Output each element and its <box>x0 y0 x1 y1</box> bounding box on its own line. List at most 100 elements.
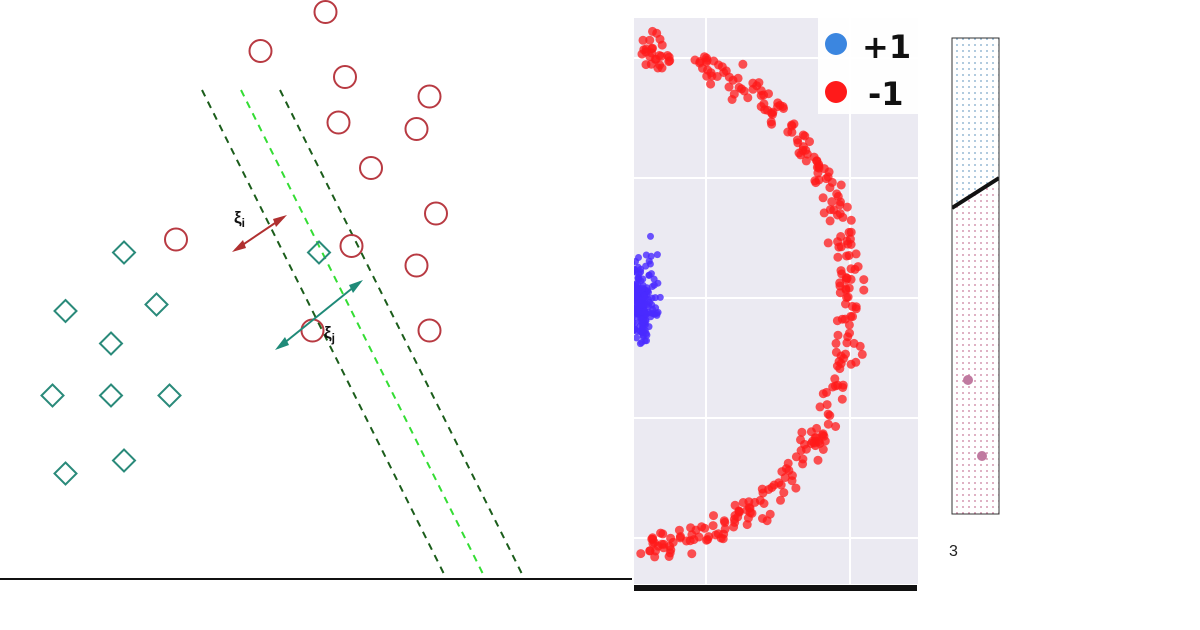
ring-point <box>844 283 854 293</box>
ring-point <box>836 351 846 361</box>
cluster-point <box>638 339 646 346</box>
ring-point <box>798 142 808 152</box>
diamond-point <box>306 240 332 265</box>
ring-point <box>779 488 789 498</box>
ring-point <box>823 419 833 429</box>
legend: +1 -1 <box>818 18 922 114</box>
ring-point <box>734 82 744 92</box>
diamond-point <box>157 383 182 408</box>
cluster-point <box>649 305 657 313</box>
ring-point <box>855 341 865 351</box>
cluster-point <box>650 275 658 283</box>
ring-point <box>767 119 777 129</box>
ring-point <box>787 127 797 137</box>
ring-point <box>791 452 801 462</box>
ring-point <box>827 197 837 207</box>
ring-point <box>818 445 828 454</box>
ring-point <box>833 330 843 340</box>
slack-arrow-i <box>232 215 287 252</box>
cluster-point <box>650 281 658 289</box>
ring-point <box>764 89 773 99</box>
data-points <box>40 0 448 486</box>
ring-point <box>744 497 754 507</box>
diamond-point <box>98 383 124 408</box>
cluster-point <box>642 262 650 270</box>
diamond-point <box>40 383 65 408</box>
ring-point <box>698 63 707 73</box>
slack-arrow-j-head-end <box>349 280 363 293</box>
panel3-frame <box>951 37 1000 515</box>
ring-point <box>844 320 854 330</box>
ring-point <box>645 35 655 45</box>
ring-point <box>818 193 828 203</box>
cluster-point <box>637 277 645 285</box>
ring-point <box>636 549 646 559</box>
ring-point <box>656 51 666 61</box>
ring-point <box>745 508 755 518</box>
cluster-point <box>634 307 639 315</box>
legend-label-minus1: -1 <box>868 75 904 113</box>
decision-region-panel: 3 <box>949 37 1000 560</box>
ring-point <box>832 189 842 199</box>
ring-point <box>700 523 710 533</box>
circle-point <box>424 201 448 226</box>
ring-point <box>812 423 822 433</box>
circle-point <box>164 227 188 252</box>
ring-point <box>700 52 709 62</box>
ring-point <box>801 156 811 166</box>
panel2-plot-area <box>634 18 918 584</box>
ring-point <box>641 60 651 70</box>
circle-point <box>339 234 364 258</box>
region-point-2 <box>977 451 987 461</box>
ring-point <box>664 57 674 67</box>
ring-point <box>846 215 856 225</box>
ring-point <box>774 478 784 488</box>
cluster-point <box>634 305 636 311</box>
ring-point <box>823 409 833 419</box>
ring-point <box>842 338 852 348</box>
diamond-point <box>144 292 169 317</box>
circle-point <box>248 39 273 63</box>
slack-arrow-j-head-start <box>275 337 289 350</box>
ring-point <box>787 121 797 131</box>
cluster-point <box>645 271 653 279</box>
ring-point <box>729 89 739 99</box>
ring-point <box>706 79 716 89</box>
circle-point <box>326 110 351 135</box>
circle-point <box>417 84 442 109</box>
ring-point <box>822 400 832 410</box>
ring-point <box>796 435 805 445</box>
region-point-1 <box>963 375 973 385</box>
ring-point <box>752 81 762 91</box>
ring-point <box>764 485 774 494</box>
ring-point <box>836 232 846 241</box>
ring-point <box>815 402 825 412</box>
cluster-point <box>647 232 654 240</box>
decision-boundary <box>952 176 999 210</box>
ring-point <box>645 546 655 556</box>
ring-point <box>836 180 846 190</box>
circle-point <box>404 117 429 141</box>
ring-point <box>758 514 767 523</box>
ring-point <box>846 359 856 369</box>
cluster-point <box>634 269 636 276</box>
ring-point <box>805 137 814 147</box>
svm-margin-panel: ξi ξj <box>0 0 632 580</box>
circle-point <box>313 0 338 24</box>
ring-point <box>756 91 766 100</box>
ring-point <box>859 275 869 285</box>
region-blue <box>952 38 999 208</box>
circle-point <box>404 253 429 278</box>
ring-point <box>842 273 852 283</box>
cluster-point <box>634 282 640 290</box>
cluster-point <box>653 251 661 259</box>
ring-point <box>842 202 852 212</box>
ring-point <box>835 209 845 218</box>
cluster-point <box>645 323 653 331</box>
ring-point <box>835 364 845 374</box>
ring-point <box>687 549 697 559</box>
legend-marker-minus1 <box>825 81 847 103</box>
legend-label-plus1: +1 <box>862 28 911 66</box>
ring-point <box>820 436 830 446</box>
